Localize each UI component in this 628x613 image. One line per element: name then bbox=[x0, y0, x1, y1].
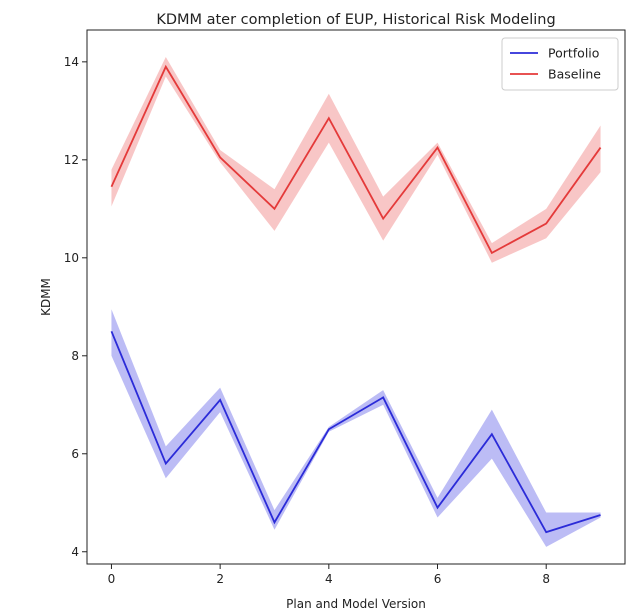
legend: Portfolio Baseline bbox=[501, 37, 619, 91]
portfolio-line bbox=[110, 330, 601, 534]
x-tick-label: 2 bbox=[216, 572, 224, 586]
x-tick-label: 6 bbox=[434, 572, 442, 586]
x-tick-label: 4 bbox=[325, 572, 333, 586]
y-tick-label: 10 bbox=[64, 251, 79, 265]
y-tick-label: 14 bbox=[64, 55, 79, 69]
y-tick-label: 6 bbox=[71, 447, 79, 461]
confidence-bands bbox=[111, 56, 601, 547]
legend-label-portfolio: Portfolio bbox=[548, 46, 599, 61]
x-tick-label: 0 bbox=[108, 572, 116, 586]
legend-label-baseline: Baseline bbox=[548, 67, 601, 82]
x-tick-label: 8 bbox=[542, 572, 550, 586]
y-axis-label: KDMM bbox=[39, 278, 53, 316]
series-lines bbox=[110, 64, 602, 534]
chart-title: KDMM ater completion of EUP, Historical … bbox=[156, 12, 555, 28]
y-tick-label: 8 bbox=[71, 349, 79, 363]
x-axis: 0 2 4 6 8 bbox=[108, 564, 550, 586]
y-axis: 4 6 8 10 12 14 bbox=[64, 55, 87, 559]
baseline-confidence-band bbox=[111, 56, 601, 263]
y-tick-label: 12 bbox=[64, 153, 79, 167]
plot-frame bbox=[86, 29, 626, 565]
y-tick-label: 4 bbox=[71, 545, 79, 559]
portfolio-confidence-band bbox=[111, 309, 601, 547]
legend-box bbox=[501, 37, 619, 91]
x-axis-label: Plan and Model Version bbox=[286, 597, 426, 611]
baseline-line bbox=[110, 64, 602, 255]
